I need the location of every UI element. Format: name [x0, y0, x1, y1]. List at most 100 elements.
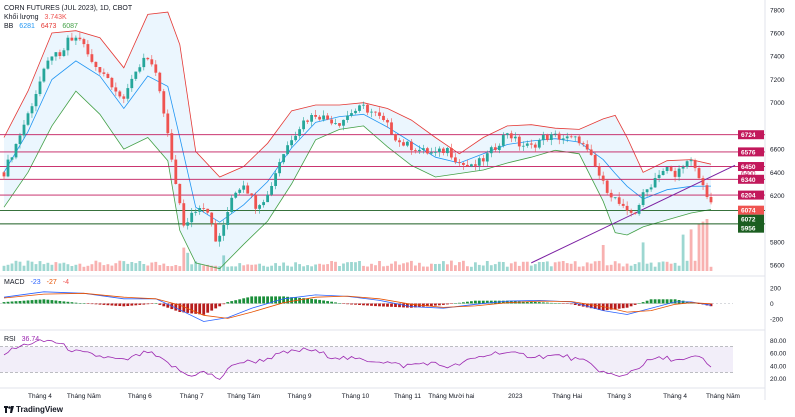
candle-body	[142, 57, 146, 68]
candle-body	[298, 129, 301, 136]
candle-body	[450, 148, 453, 158]
rsi-label[interactable]: RSI	[4, 336, 16, 343]
macd-histogram-bar	[637, 303, 641, 304]
candle-body	[442, 148, 445, 153]
candle-body	[250, 193, 254, 195]
macd-histogram-bar	[426, 303, 429, 307]
macd-histogram-bar	[553, 303, 557, 304]
candle-body	[358, 105, 361, 111]
macd-histogram-bar	[158, 303, 162, 305]
candle-body	[430, 152, 433, 154]
candle-body	[118, 91, 122, 97]
volume-bar	[138, 261, 142, 271]
candle-body	[637, 205, 641, 214]
volume-bar	[86, 265, 90, 271]
volume-bar	[410, 260, 413, 271]
volume-bar	[6, 264, 10, 271]
macd-histogram-bar	[537, 302, 541, 304]
volume-bar	[134, 263, 138, 271]
macd-histogram-bar	[410, 303, 413, 308]
symbol-title[interactable]: CORN FUTURES (JUL 2023), 1D, CBOT	[4, 5, 133, 12]
macd-histogram-bar	[38, 299, 42, 304]
candle-body	[517, 136, 521, 147]
candle-body	[150, 59, 154, 65]
trendline	[531, 164, 736, 264]
macd-histogram-bar	[150, 303, 154, 304]
volume-bar	[386, 265, 389, 271]
candle-body	[66, 37, 70, 51]
candle-body	[286, 145, 289, 155]
level-label-bg	[738, 130, 764, 140]
candle-body	[693, 160, 697, 169]
level-label-6072: 6072	[741, 217, 756, 224]
candle-body	[533, 144, 537, 148]
candle-body	[218, 235, 222, 242]
volume-bar	[577, 266, 581, 271]
volume-bar	[10, 263, 14, 271]
candle-body	[26, 113, 30, 125]
candle-body	[569, 136, 573, 138]
candle-body	[573, 136, 577, 138]
volume-bar	[493, 264, 497, 271]
price-tick-label: 6400	[770, 170, 785, 177]
macd-histogram-bar	[334, 302, 337, 304]
volume-bar	[194, 261, 198, 271]
candle-body	[310, 115, 313, 122]
volume-bar	[2, 265, 6, 271]
macd-histogram-bar	[302, 298, 305, 304]
rsi-tick-label: 40.00	[770, 363, 787, 370]
macd-histogram-bar	[617, 303, 621, 309]
volume-bar	[362, 265, 365, 271]
volume-bar	[78, 263, 82, 271]
candle-body	[681, 166, 685, 169]
volume-bar	[665, 261, 669, 271]
macd-label[interactable]: MACD	[4, 279, 25, 286]
macd-histogram-bar	[210, 303, 214, 311]
volume-bar	[114, 263, 118, 271]
macd-histogram-bar	[446, 303, 449, 305]
volume-bar	[334, 261, 337, 271]
bb-label[interactable]: BB	[4, 23, 14, 30]
volume-label[interactable]: Khối lượng	[4, 14, 39, 21]
level-label-bg	[738, 214, 764, 224]
time-tick-label: Tháng 6	[128, 393, 152, 400]
candle-body	[382, 115, 385, 120]
macd-histogram-bar	[214, 303, 218, 309]
macd-histogram-bar	[585, 303, 589, 308]
tradingview-logo[interactable]: TradingView	[4, 405, 63, 414]
candle-body	[94, 61, 98, 67]
rsi-tick-label: 80.00	[770, 338, 787, 345]
volume-bar	[601, 245, 605, 271]
macd-histogram-bar	[442, 303, 445, 305]
volume-bar	[481, 265, 485, 271]
macd-histogram-bar	[362, 303, 365, 306]
macd-histogram-bar	[505, 300, 509, 304]
candle-body	[593, 154, 597, 167]
candle-body	[70, 37, 74, 41]
candle-body	[198, 208, 202, 212]
candle-body	[10, 157, 14, 160]
candle-body	[649, 187, 653, 190]
volume-bar	[637, 262, 641, 271]
volume-bar	[426, 266, 429, 271]
macd-histogram-bar	[322, 300, 325, 304]
candle-body	[346, 115, 349, 120]
time-tick-label: Tháng 11	[394, 393, 421, 400]
time-tick-label: Tháng 7	[180, 393, 204, 400]
time-tick-label: Tháng 9	[288, 393, 312, 400]
volume-bar	[142, 264, 146, 271]
macd-histogram-bar	[258, 296, 261, 304]
candle-body	[86, 44, 90, 55]
macd-histogram-bar	[130, 303, 134, 306]
chart-title: CORN FUTURES (JUL 2023), 1D, CBOT	[4, 5, 132, 13]
macd-histogram-bar	[338, 303, 341, 304]
price-tick-label: 7200	[770, 77, 785, 84]
volume-bar	[553, 262, 557, 271]
macd-histogram-bar	[266, 296, 269, 304]
candle-body	[581, 143, 585, 145]
candle-body	[705, 185, 709, 197]
macd-histogram-bar	[354, 303, 357, 305]
time-tick-label: Tháng Năm	[67, 393, 101, 400]
macd-histogram-bar	[274, 296, 277, 304]
volume-bar	[649, 262, 653, 271]
